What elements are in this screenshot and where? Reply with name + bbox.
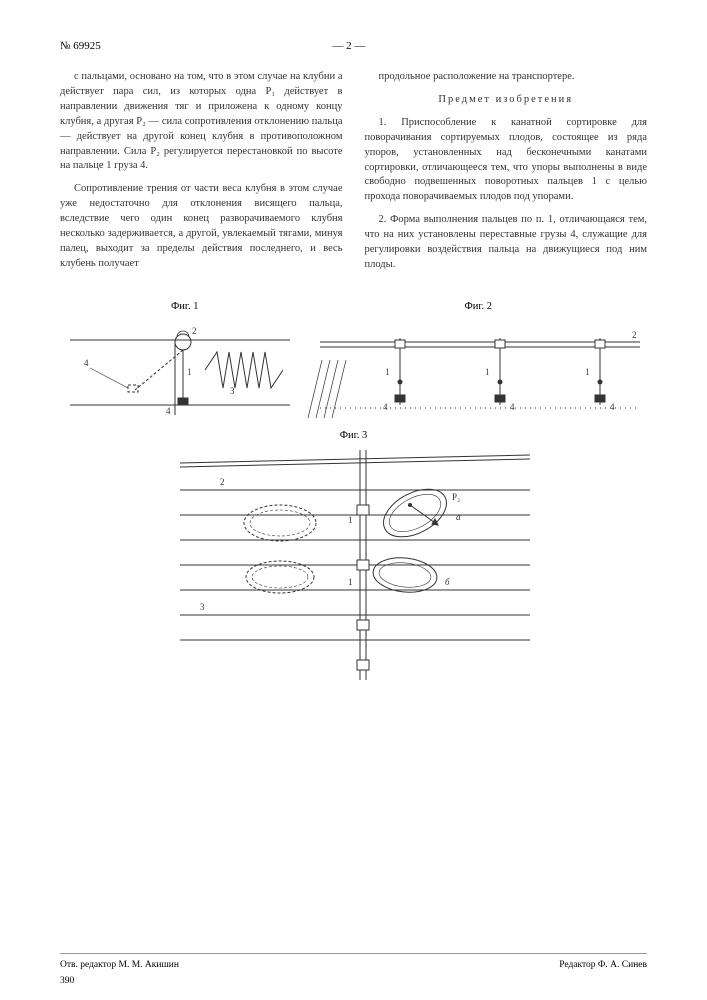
figures-area: Фиг. 1 Фиг. 2 xyxy=(60,301,647,685)
fig3-label: Фиг. 3 xyxy=(60,430,647,441)
fig2-lbl-1c: 1 xyxy=(585,367,590,377)
fig3-lbl-1b: 1 xyxy=(348,577,353,587)
fig3-svg: 2 1 1 3 P₂ a б xyxy=(60,445,647,685)
footer: Отв. редактор М. М. Акишин Редактор Ф. А… xyxy=(60,953,647,970)
page: № 69925 — 2 — с пальцами, основано на то… xyxy=(0,0,707,1000)
header-spacer xyxy=(597,40,647,52)
fig1-lbl-2: 2 xyxy=(192,326,197,336)
fig2-lbl-1a: 1 xyxy=(385,367,390,377)
fig2-lbl-1b: 1 xyxy=(485,367,490,377)
right-p1: продольное расположение на транспортере. xyxy=(365,70,648,85)
fig-labels-row1: Фиг. 1 Фиг. 2 xyxy=(60,301,647,316)
fig1-lbl-1: 1 xyxy=(187,367,192,377)
right-column: продольное расположение на транспортере.… xyxy=(365,70,648,281)
doc-number: № 69925 xyxy=(60,40,101,52)
left-p1: с пальцами, основано на том, что в этом … xyxy=(60,70,343,174)
fig2-lbl-4a: 4 xyxy=(383,402,388,412)
claims-title: Предмет изобретения xyxy=(365,93,648,108)
fig1-fig2-svg: 2 4 4 3 1 xyxy=(60,320,647,430)
fig1-lbl-4: 4 xyxy=(166,406,171,416)
claim-1: 1. Приспособление к канатной сортировке … xyxy=(365,116,648,205)
text-columns: с пальцами, основано на том, что в этом … xyxy=(60,70,647,281)
claim-2: 2. Форма выполнения пальцев по п. 1, отл… xyxy=(365,213,648,273)
fig2-lbl-2: 2 xyxy=(632,330,637,340)
fig3-lbl-1a: 1 xyxy=(348,515,353,525)
fig3-lbl-3: 3 xyxy=(200,602,205,612)
fig2-lbl-4b: 4 xyxy=(510,402,515,412)
fig1-lbl-4d: 4 xyxy=(84,358,89,368)
fig3-lbl-b: б xyxy=(445,577,450,587)
fig3-lbl-2: 2 xyxy=(220,477,225,487)
fig1-lbl-3: 3 xyxy=(230,386,235,396)
fig1-label: Фиг. 1 xyxy=(67,301,302,312)
left-column: с пальцами, основано на том, что в этом … xyxy=(60,70,343,281)
fig3-lbl-a: a xyxy=(456,512,461,522)
page-header: № 69925 — 2 — xyxy=(60,40,647,52)
page-number: — 2 — xyxy=(332,40,365,52)
fig3-lbl-p2: P₂ xyxy=(452,492,460,502)
fig2-label: Фиг. 2 xyxy=(317,301,640,312)
footer-right: Редактор Ф. А. Синев xyxy=(559,960,647,970)
left-p2: Сопротивление трения от части веса клубн… xyxy=(60,182,343,271)
footer-left: Отв. редактор М. М. Акишин xyxy=(60,960,179,970)
footer-num: 390 xyxy=(60,976,74,986)
fig2-lbl-4c: 4 xyxy=(610,402,615,412)
